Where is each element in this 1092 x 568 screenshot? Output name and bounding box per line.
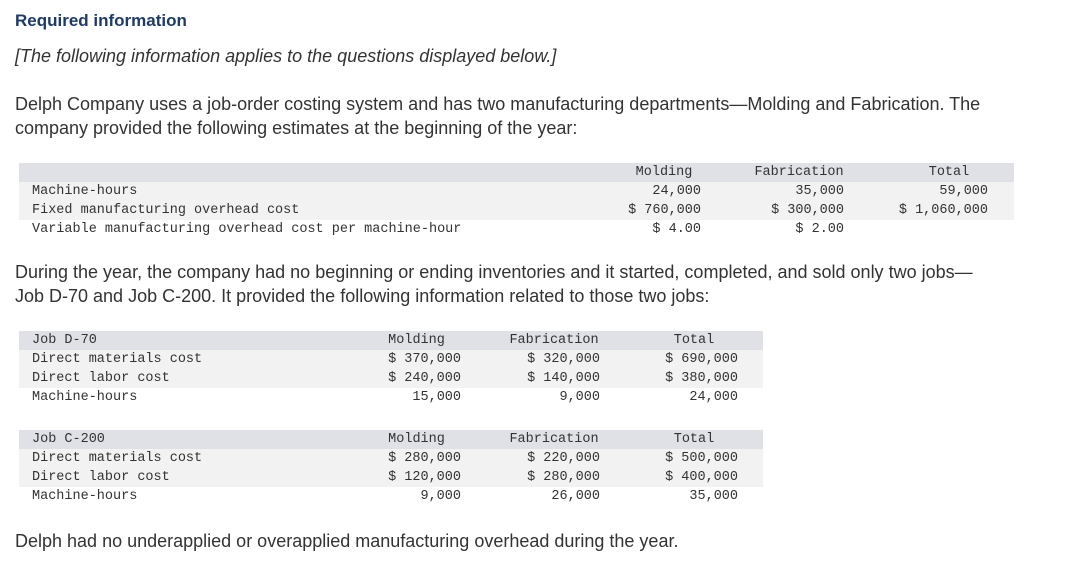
- footer-paragraph: Delph had no underapplied or overapplied…: [15, 531, 679, 551]
- intro-line-2: company provided the following estimates…: [15, 118, 578, 138]
- job-d70-row-label: Direct materials cost: [32, 352, 203, 367]
- job-d70-row-band: [19, 369, 763, 388]
- estimates-cell-total: [858, 220, 988, 239]
- estimates-cell-total: 59,000: [939, 184, 988, 199]
- job-d70-header-total: Total: [673, 333, 715, 348]
- job-d70-cell-total: $ 690,000: [665, 352, 738, 367]
- job-c200-cell-total: 35,000: [689, 489, 738, 504]
- job-d70-cell-fabrication: $ 140,000: [527, 371, 600, 386]
- job-d70-row-label: Direct labor cost: [32, 371, 170, 386]
- job-d70-header-fabrication: Fabrication: [509, 333, 599, 348]
- job-c200-header-total: Total: [673, 432, 715, 447]
- estimates-row-label: Fixed manufacturing overhead cost: [32, 203, 300, 218]
- jobs-line-2: Job D-70 and Job C-200. It provided the …: [15, 286, 710, 306]
- job-c200-header-fabrication: Fabrication: [509, 432, 599, 447]
- job-c200-row-band: [19, 468, 763, 487]
- job-c200-header-molding: Molding: [388, 432, 445, 447]
- estimates-header-fabrication: Fabrication: [754, 165, 844, 180]
- job-c200-cell-molding: $ 120,000: [388, 470, 461, 485]
- job-c200-cell-molding: 9,000: [420, 489, 461, 504]
- job-c200-cell-total: $ 400,000: [665, 470, 738, 485]
- applies-note: [The following information applies to th…: [15, 46, 557, 66]
- job-c200-cell-fabrication: $ 280,000: [527, 470, 600, 485]
- estimates-cell-molding: $ 4.00: [652, 222, 701, 237]
- estimates-table: Molding Fabrication Total Machine-hours …: [19, 163, 1014, 243]
- job-c200-cell-fabrication: $ 220,000: [527, 451, 600, 466]
- job-c200-cell-molding: $ 280,000: [388, 451, 461, 466]
- job-d70-cell-total: $ 380,000: [665, 371, 738, 386]
- estimates-row-band: [19, 182, 1014, 201]
- job-d70-row-band: [19, 350, 763, 369]
- jobs-line-1: During the year, the company had no begi…: [15, 262, 973, 282]
- estimates-header-band: [19, 163, 1014, 182]
- estimates-row-label: Machine-hours: [32, 184, 138, 199]
- job-d70-cell-molding: $ 240,000: [388, 371, 461, 386]
- job-d70-table: Job D-70 Molding Fabrication Total Direc…: [19, 331, 763, 411]
- job-c200-row-label: Direct materials cost: [32, 451, 203, 466]
- job-c200-cell-fabrication: 26,000: [551, 489, 600, 504]
- estimates-cell-fabrication: $ 300,000: [771, 203, 844, 218]
- job-c200-row-label: Machine-hours: [32, 489, 138, 504]
- job-d70-title: Job D-70: [32, 333, 97, 348]
- estimates-row-band: [19, 201, 1014, 220]
- job-d70-cell-molding: $ 370,000: [388, 352, 461, 367]
- job-d70-header-molding: Molding: [388, 333, 445, 348]
- estimates-cell-molding: $ 760,000: [628, 203, 701, 218]
- jobs-paragraph: During the year, the company had no begi…: [15, 260, 973, 308]
- job-d70-header-band: [19, 331, 763, 350]
- job-c200-table: Job C-200 Molding Fabrication Total Dire…: [19, 430, 763, 510]
- job-d70-cell-fabrication: 9,000: [559, 390, 600, 405]
- estimates-header-total: Total: [928, 165, 970, 180]
- job-c200-cell-total: $ 500,000: [665, 451, 738, 466]
- job-d70-row-label: Machine-hours: [32, 390, 138, 405]
- estimates-header-molding: Molding: [635, 165, 693, 180]
- estimates-cell-fabrication: $ 2.00: [795, 222, 844, 237]
- job-c200-title: Job C-200: [32, 432, 105, 447]
- intro-paragraph: Delph Company uses a job-order costing s…: [15, 92, 980, 140]
- estimates-row-label: Variable manufacturing overhead cost per…: [32, 222, 462, 237]
- job-c200-row-band: [19, 449, 763, 468]
- intro-line-1: Delph Company uses a job-order costing s…: [15, 94, 981, 114]
- job-d70-cell-fabrication: $ 320,000: [527, 352, 600, 367]
- estimates-cell-molding: 24,000: [652, 184, 701, 199]
- job-c200-row-label: Direct labor cost: [32, 470, 170, 485]
- job-d70-cell-total: 24,000: [689, 390, 738, 405]
- required-information-heading: Required information: [15, 11, 187, 30]
- estimates-cell-fabrication: 35,000: [795, 184, 844, 199]
- job-d70-cell-molding: 15,000: [412, 390, 461, 405]
- job-c200-header-band: [19, 430, 763, 449]
- estimates-cell-total: $ 1,060,000: [898, 203, 988, 218]
